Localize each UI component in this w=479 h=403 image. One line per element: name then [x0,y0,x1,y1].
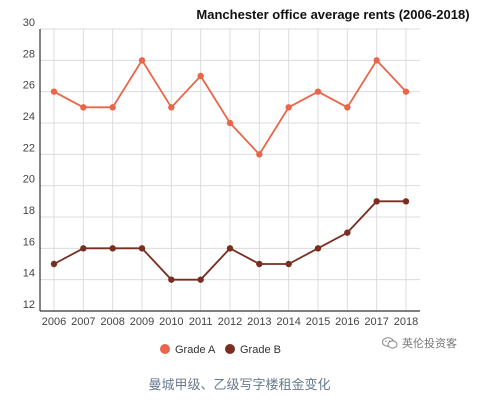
x-tick-label: 2008 [100,316,124,328]
x-tick-label: 2006 [42,316,66,328]
data-point [226,119,234,127]
data-point [373,198,380,205]
legend-marker-1 [160,344,170,354]
data-point [50,88,58,95]
legend-label-2: Grade B [240,344,281,356]
data-point [373,57,380,64]
data-point [109,245,116,252]
x-tick-label: 2010 [159,316,183,328]
watermark: 英伦投资客 [382,335,457,351]
y-tick-label: 12 [23,299,35,311]
data-point [226,245,234,252]
y-tick-label: 20 [23,174,35,186]
data-point [285,260,292,268]
y-tick-label: 28 [23,48,35,60]
x-tick-label: 2017 [364,316,388,328]
x-tick-label: 2014 [276,316,300,328]
data-point [138,57,146,64]
legend-label-1: Grade A [175,344,216,356]
y-tick-label: 14 [23,268,35,280]
x-tick-label: 2015 [306,316,330,328]
y-tick-label: 30 [23,17,35,29]
x-tick-label: 2007 [71,316,95,328]
wechat-icon [382,337,398,349]
data-point [402,198,410,205]
data-point [256,260,263,268]
data-point [344,104,351,111]
x-tick-label: 2012 [218,316,242,328]
watermark-text: 英伦投资客 [402,337,457,350]
figure-caption: 曼城甲级、乙级写字楼租金变化 [148,378,331,393]
y-tick-label: 22 [23,142,35,154]
y-tick-label: 26 [23,80,35,92]
x-tick-label: 2018 [394,316,418,328]
legend-marker-2 [225,344,235,354]
x-tick-label: 2009 [130,316,154,328]
data-point [256,151,263,158]
x-tick-label: 2016 [335,316,359,328]
axis-layer: 12 14 16 18 20 22 24 26 28 30 2006 2007 2008 2009 2010… [23,17,420,328]
data-point [50,260,58,268]
data-point [197,72,204,80]
grid-layer [40,28,420,311]
line-chart: Manchester office average rents (2006-20… [23,7,470,356]
data-point [168,276,175,283]
data-point [80,245,87,252]
data-point [138,245,146,252]
data-point [402,88,410,95]
x-tick-label: 2013 [247,316,271,328]
y-tick-label: 18 [23,205,35,217]
x-tick-label: 2011 [189,316,213,328]
y-tick-label: 24 [23,111,35,123]
legend: Grade A Grade B [160,344,281,356]
chart-title: Manchester office average rents (2006-20… [196,7,469,22]
data-point [314,245,322,252]
data-point [344,229,351,236]
data-point [109,104,116,111]
data-point [80,104,87,111]
data-point [168,104,175,111]
data-point [285,104,292,111]
y-tick-label: 16 [23,236,35,248]
data-point [314,88,322,95]
data-point [197,276,204,283]
series-layer [50,57,410,283]
